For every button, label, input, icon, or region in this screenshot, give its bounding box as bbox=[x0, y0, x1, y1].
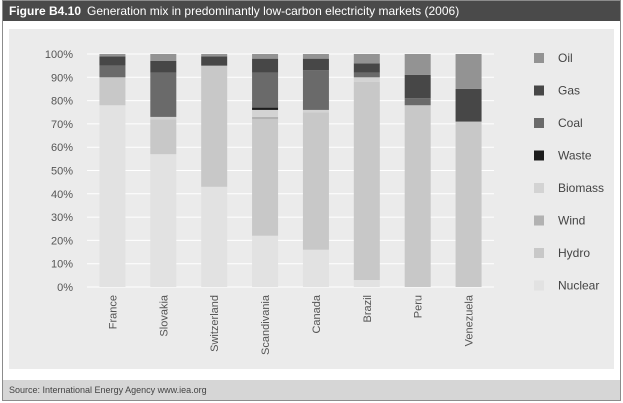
bar-segment-gas bbox=[404, 74, 431, 99]
figure-label: Figure B4.10 bbox=[9, 4, 82, 18]
legend-label: Gas bbox=[558, 84, 580, 98]
bar-segment-hydro bbox=[353, 81, 380, 281]
bar-segment-gas bbox=[353, 63, 380, 73]
bar-segment-wind bbox=[252, 116, 279, 120]
bar-segment-hydro bbox=[302, 112, 329, 250]
gridlines bbox=[87, 53, 494, 288]
bar-segment-biomass bbox=[252, 109, 279, 117]
legend-swatch-wind bbox=[534, 215, 544, 226]
y-tick-label: 80% bbox=[51, 96, 73, 108]
source-note: Source: International Energy Agency www.… bbox=[3, 380, 620, 400]
bar-segment-coal bbox=[252, 72, 279, 108]
bar-segment-nuclear bbox=[150, 154, 177, 287]
bar-segment-oil bbox=[150, 54, 177, 61]
bar-segment-gas bbox=[302, 58, 329, 71]
bar-segment-oil bbox=[252, 54, 279, 59]
bar-segment-oil bbox=[99, 54, 126, 57]
legend-swatch-waste bbox=[534, 150, 544, 161]
bar-segment-coal bbox=[99, 65, 126, 78]
y-tick-label: 70% bbox=[51, 119, 73, 131]
bar-segment-biomass bbox=[150, 116, 177, 120]
bar-segment-oil bbox=[201, 54, 228, 57]
x-tick-label: Brazil bbox=[362, 295, 374, 323]
legend-swatch-biomass bbox=[534, 183, 544, 193]
legend-label: Oil bbox=[558, 51, 573, 65]
bar-segment-nuclear bbox=[201, 186, 228, 287]
bar-segment-gas bbox=[150, 60, 177, 73]
legend-label: Biomass bbox=[558, 181, 604, 195]
bar-segment-biomass bbox=[353, 77, 380, 82]
bar-segment-hydro bbox=[404, 105, 431, 287]
bar-segment-oil bbox=[404, 54, 431, 75]
bar-segment-oil bbox=[302, 54, 329, 59]
legend-label: Nuclear bbox=[558, 279, 599, 293]
y-tick-label: 40% bbox=[51, 189, 73, 201]
legend-label: Wind bbox=[558, 214, 585, 228]
x-axis-ticks: France Slovakia Switzerland Scandivania Cana… bbox=[107, 294, 475, 355]
y-axis-ticks: 0% 10% 20% 30% 40% 50% 60% 70% 80% 90% 100% bbox=[45, 49, 73, 294]
legend-label: Coal bbox=[558, 116, 583, 130]
bar-segment-nuclear bbox=[353, 280, 380, 287]
legend: Oil Gas Coal Waste Biomass Wind Hydro Nuclear bbox=[534, 51, 604, 293]
bar-segment-nuclear bbox=[302, 249, 329, 287]
x-tick-label: Canada bbox=[311, 294, 323, 333]
chart-panel: 0% 10% 20% 30% 40% 50% 60% 70% 80% 90% 100% France… bbox=[9, 29, 614, 369]
y-tick-label: 60% bbox=[51, 142, 73, 154]
bar-segment-hydro bbox=[99, 77, 126, 106]
bar-segment-gas bbox=[201, 56, 228, 66]
legend-swatch-nuclear bbox=[534, 280, 544, 291]
x-tick-label: Slovakia bbox=[158, 294, 170, 336]
x-tick-label: Scandivania bbox=[260, 294, 272, 355]
y-tick-label: 50% bbox=[51, 166, 73, 178]
x-tick-label: France bbox=[107, 295, 119, 329]
stacked-bar-chart: 0% 10% 20% 30% 40% 50% 60% 70% 80% 90% 100% France… bbox=[45, 49, 604, 355]
bar-segment-gas bbox=[252, 58, 279, 73]
figure-title-bar: Figure B4.10 Generation mix in predominan… bbox=[3, 1, 620, 21]
bar-segment-waste bbox=[252, 107, 279, 110]
y-tick-label: 10% bbox=[51, 259, 73, 271]
bar-segment-hydro bbox=[201, 65, 228, 187]
x-tick-label: Peru bbox=[413, 295, 425, 318]
bar-segment-hydro bbox=[150, 119, 177, 155]
bars bbox=[99, 54, 482, 287]
bar-segment-coal bbox=[150, 72, 177, 117]
bar-segment-hydro bbox=[252, 119, 279, 236]
bar-segment-oil bbox=[353, 54, 380, 64]
y-tick-label: 100% bbox=[45, 49, 73, 61]
x-tick-label: Switzerland bbox=[209, 295, 221, 352]
bar-segment-nuclear bbox=[99, 105, 126, 287]
y-tick-label: 30% bbox=[51, 212, 73, 224]
legend-swatch-gas bbox=[534, 85, 544, 96]
x-tick-label: Venezuela bbox=[464, 294, 476, 346]
bar-segment-coal bbox=[302, 70, 329, 110]
legend-swatch-coal bbox=[534, 118, 544, 128]
y-tick-label: 0% bbox=[57, 282, 73, 294]
legend-swatch-oil bbox=[534, 53, 544, 63]
bar-segment-coal bbox=[353, 72, 380, 78]
legend-label: Hydro bbox=[558, 246, 590, 260]
legend-swatch-hydro bbox=[534, 248, 544, 258]
legend-label: Waste bbox=[558, 149, 592, 163]
bar-segment-gas bbox=[99, 56, 126, 66]
figure-title: Generation mix in predominantly low-carb… bbox=[87, 4, 460, 18]
bar-segment-oil bbox=[455, 54, 482, 89]
bar-segment-hydro bbox=[455, 121, 482, 287]
y-tick-label: 20% bbox=[51, 235, 73, 247]
bar-segment-coal bbox=[404, 98, 431, 106]
bar-segment-biomass bbox=[302, 109, 329, 113]
bar-segment-gas bbox=[455, 88, 482, 122]
bar-segment-nuclear bbox=[252, 235, 279, 287]
y-tick-label: 90% bbox=[51, 72, 73, 84]
